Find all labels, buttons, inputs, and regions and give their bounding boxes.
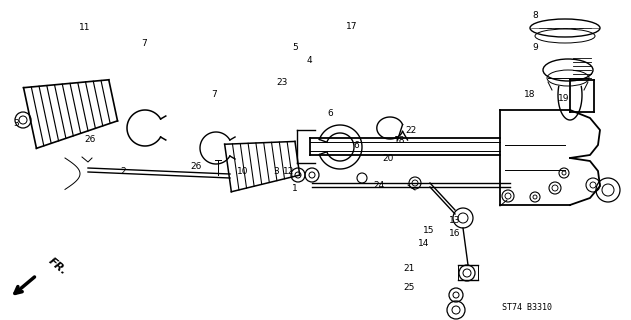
Text: 4: 4	[307, 56, 312, 65]
Text: 3: 3	[273, 167, 279, 176]
Text: 8: 8	[532, 11, 538, 20]
Text: 16: 16	[449, 229, 460, 238]
Text: 1: 1	[292, 184, 298, 193]
Text: 12: 12	[283, 167, 295, 176]
Text: 22: 22	[406, 126, 417, 135]
Text: 21: 21	[403, 264, 415, 273]
Text: 5: 5	[292, 43, 298, 52]
Text: 3: 3	[13, 119, 20, 128]
Text: 24: 24	[373, 181, 384, 190]
Text: 17: 17	[346, 22, 358, 31]
Text: 9: 9	[532, 43, 538, 52]
Text: 15: 15	[423, 226, 435, 235]
Text: 11: 11	[80, 23, 91, 32]
Text: ST74 B3310: ST74 B3310	[502, 303, 552, 313]
Text: 7: 7	[141, 39, 147, 48]
Text: 14: 14	[418, 239, 430, 248]
Text: 18: 18	[394, 136, 405, 145]
Text: 10: 10	[237, 167, 249, 176]
Text: 20: 20	[382, 154, 394, 163]
Text: 23: 23	[276, 78, 288, 87]
Text: 18: 18	[524, 90, 536, 99]
Text: 25: 25	[403, 283, 415, 292]
Text: 6: 6	[327, 109, 334, 118]
Text: 26: 26	[84, 135, 95, 144]
Text: 13: 13	[449, 216, 460, 225]
Text: 19: 19	[558, 94, 569, 103]
Text: 6: 6	[353, 141, 360, 150]
Text: 26: 26	[190, 162, 201, 171]
Text: 2: 2	[121, 167, 126, 176]
Text: 7: 7	[211, 90, 218, 99]
Text: FR.: FR.	[47, 256, 69, 277]
